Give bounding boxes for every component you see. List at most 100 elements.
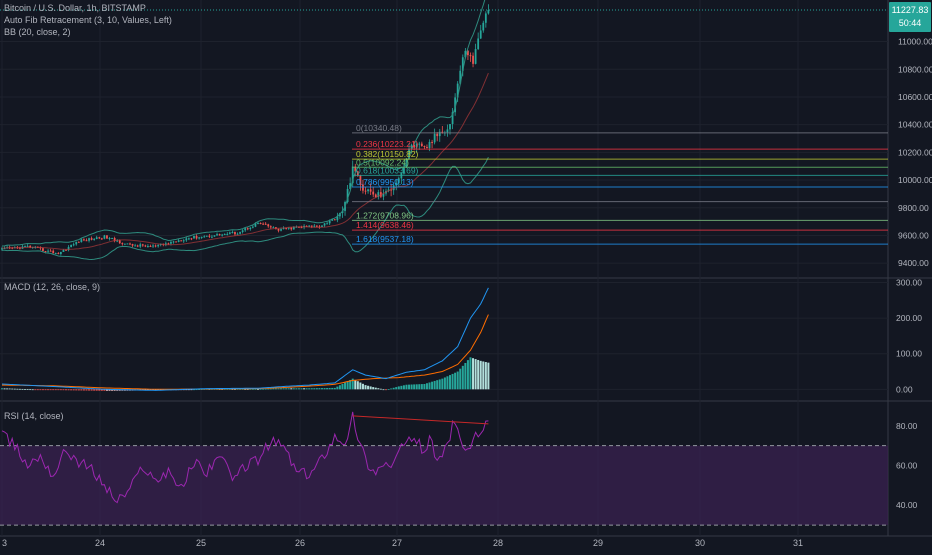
bar-countdown: 50:44 (899, 18, 922, 28)
candle-body (221, 234, 224, 236)
candle-body (129, 243, 131, 245)
candle-body (213, 235, 216, 237)
macd-histogram-bar (428, 382, 431, 390)
rsi-legend[interactable]: RSI (14, close) (4, 411, 64, 421)
macd-histogram-bar (36, 389, 39, 391)
candle-body (420, 143, 423, 147)
macd-histogram-bar (423, 383, 426, 390)
candle-body (272, 227, 275, 229)
price-tick-label: 10400.00 (898, 120, 932, 130)
macd-histogram-bar (397, 386, 400, 390)
candle-body (123, 243, 126, 245)
candle-body (147, 246, 149, 248)
macd-histogram-bar (80, 389, 83, 391)
candle-body (339, 212, 341, 217)
macd-histogram-bar (331, 387, 334, 390)
candle-body (152, 245, 154, 247)
macd-histogram-bar (57, 389, 60, 391)
candle-body (49, 250, 52, 252)
candle-body (231, 232, 234, 234)
macd-histogram-bar (364, 385, 367, 390)
macd-histogram-bar (223, 388, 226, 390)
candle-body (395, 182, 398, 186)
candle-body (477, 38, 480, 50)
macd-histogram-bar (75, 389, 78, 391)
symbol-title[interactable]: Bitcoin / U.S. Dollar, 1h, BITSTAMP (4, 3, 146, 13)
macd-histogram-bar (41, 389, 44, 391)
macd-tick-label: 100.00 (896, 349, 922, 359)
candle-body (67, 247, 70, 251)
macd-histogram-bar (400, 385, 403, 390)
candle-body (42, 248, 44, 251)
macd-histogram-bar (26, 389, 29, 390)
macd-histogram-bar (200, 389, 203, 390)
macd-histogram-bar (100, 389, 103, 391)
candle-body (441, 131, 444, 133)
candle-body (328, 220, 331, 224)
macd-histogram-bar (72, 389, 75, 391)
candle-body (126, 243, 129, 245)
bb-indicator-label[interactable]: BB (20, close, 2) (4, 27, 71, 37)
candle-body (315, 225, 318, 227)
candle-body (116, 240, 119, 242)
candle-body (136, 245, 139, 247)
candle-body (205, 235, 208, 237)
price-tick-label: 10600.00 (898, 92, 932, 102)
candle-body (423, 146, 426, 148)
candle-body (469, 55, 472, 57)
macd-histogram-bar (285, 388, 288, 390)
macd-histogram-bar (24, 389, 27, 390)
candle-body (438, 131, 441, 137)
candle-body (144, 245, 147, 247)
macd-histogram-bar (193, 389, 195, 391)
macd-histogram-bar (282, 388, 285, 390)
price-tick-label: 10000.00 (898, 175, 932, 185)
macd-histogram-bar (425, 383, 428, 390)
candle-body (408, 148, 410, 159)
macd-histogram-bar (456, 371, 459, 390)
fib-level-label: 0.618(10033.69) (356, 165, 419, 175)
candle-body (264, 223, 267, 225)
macd-histogram-bar (52, 389, 55, 391)
macd-legend[interactable]: MACD (12, 26, close, 9) (4, 282, 101, 292)
macd-histogram-bar (39, 389, 42, 391)
price-tick-label: 10200.00 (898, 147, 932, 157)
fib-indicator-label[interactable]: Auto Fib Retracement (3, 10, Values, Lef… (4, 15, 172, 25)
macd-histogram-bar (377, 388, 380, 390)
macd-histogram-bar (292, 388, 295, 390)
macd-histogram-bar (472, 358, 475, 390)
macd-histogram-bar (300, 388, 303, 390)
macd-histogram-bar (328, 387, 331, 390)
macd-histogram-bar (469, 357, 472, 390)
candle-body (249, 227, 252, 229)
candle-body (118, 240, 121, 244)
macd-histogram-bar (98, 389, 101, 391)
macd-histogram-bar (259, 388, 262, 390)
macd-histogram-bar (477, 359, 480, 390)
macd-histogram-bar (346, 381, 349, 390)
macd-histogram-bar (464, 362, 467, 390)
candle-body (251, 226, 254, 228)
fib-level-label: 0.382(10150.82) (356, 149, 419, 159)
candle-body (200, 236, 203, 238)
macd-histogram-bar (326, 388, 329, 390)
candle-body (400, 173, 403, 179)
candle-body (359, 175, 362, 185)
macd-histogram-bar (336, 386, 339, 390)
macd-histogram-bar (44, 389, 47, 391)
macd-histogram-bar (241, 388, 244, 390)
candle-body (464, 50, 467, 58)
macd-histogram-bar (323, 388, 326, 390)
candle-body (446, 129, 449, 133)
candle-body (428, 141, 431, 149)
time-tick-label: 29 (593, 538, 603, 548)
macd-histogram-bar (418, 384, 421, 390)
macd-histogram-bar (236, 388, 239, 390)
candle-body (29, 245, 32, 248)
macd-histogram-bar (415, 384, 418, 390)
candle-body (436, 133, 439, 137)
candle-body (106, 235, 108, 239)
price-tick-label: 9800.00 (898, 203, 929, 213)
candle-body (351, 166, 354, 184)
